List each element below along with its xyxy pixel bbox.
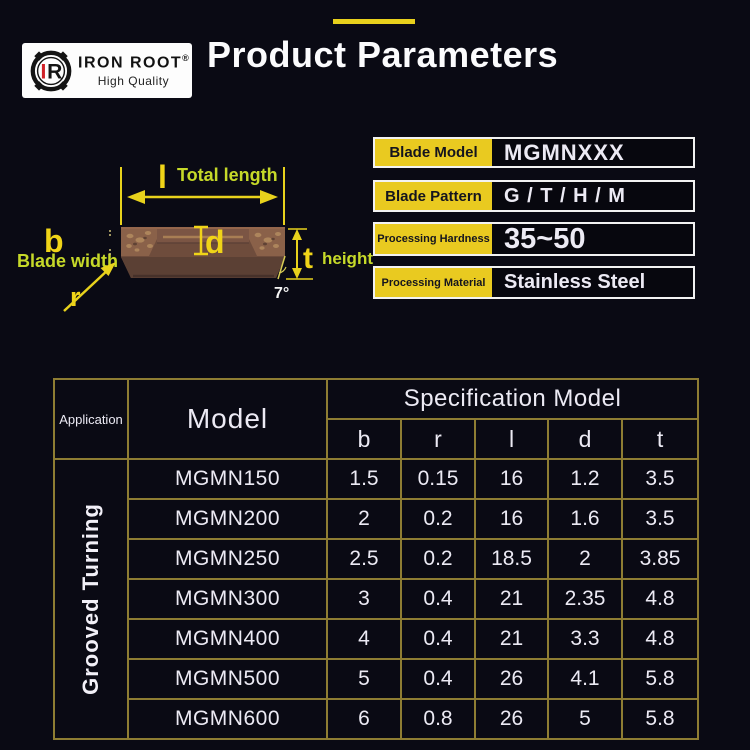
value-cell: 1.5 (326, 458, 402, 500)
spec-value: 35~50 (504, 222, 586, 255)
value-cell: 1.6 (547, 498, 623, 540)
logo-text: IRON ROOT® High Quality (78, 52, 189, 89)
value-cell: 0.4 (400, 578, 476, 620)
total-length-symbol: l (158, 159, 167, 195)
value-cell: 5.8 (620, 658, 700, 700)
table-row: MGMN600 6 0.8 26 5 5.8 (54, 698, 700, 740)
registered-mark: ® (182, 52, 189, 63)
value-cell: 1.2 (547, 458, 623, 500)
application-header: Application (53, 378, 129, 460)
application-value: Grooved Turning (78, 503, 103, 695)
brand-logo: I R IRON ROOT® High Quality (22, 43, 192, 98)
model-cell: MGMN400 (127, 618, 328, 660)
page-title: Product Parameters (207, 34, 559, 75)
blade-width-label: Blade width (17, 251, 118, 271)
model-cell: MGMN500 (127, 658, 328, 700)
value-cell: 5.8 (620, 698, 700, 740)
relief-angle-label: 7° (274, 285, 289, 302)
value-cell: 3.85 (620, 538, 700, 580)
height-symbol: t (303, 242, 313, 275)
value-cell: 3 (326, 578, 402, 620)
radius-arrow (63, 267, 111, 312)
spec-value: G / T / H / M (504, 184, 626, 207)
model-cell: MGMN200 (127, 498, 328, 540)
table-row: Grooved Turning MGMN150 1.5 0.15 16 1.2 … (53, 458, 700, 740)
value-cell: 26 (474, 658, 549, 700)
value-cell: 0.15 (400, 458, 476, 500)
value-cell: 2.35 (547, 578, 623, 620)
value-cell: 21 (474, 578, 549, 620)
value-cell: 4 (326, 618, 402, 660)
value-cell: 0.4 (400, 658, 476, 700)
spec-label: Blade Pattern (375, 182, 492, 210)
spec-value: Stainless Steel (504, 271, 646, 293)
insert-dimension-diagram: l Total length (17, 159, 373, 312)
model-header: Model (127, 378, 328, 460)
value-cell: 3.5 (620, 498, 700, 540)
value-cell: 3.5 (620, 458, 700, 500)
spec-row-processing-hardness: Processing Hardness 35~50 (373, 222, 695, 256)
table-row: MGMN250 2.5 0.2 18.5 2 3.85 (54, 538, 700, 580)
value-cell: 2.5 (326, 538, 402, 580)
model-cell: MGMN300 (127, 578, 328, 620)
table-row: MGMN300 3 0.4 21 2.35 4.8 (54, 578, 700, 620)
value-cell: 0.2 (400, 498, 476, 540)
spec-row-blade-model: Blade Model MGMNXXX (373, 137, 695, 168)
total-length-label: Total length (177, 165, 278, 185)
groove-depth-symbol: d (205, 224, 225, 260)
value-cell: 16 (474, 498, 549, 540)
model-cell: MGMN600 (127, 698, 328, 740)
value-cell: 21 (474, 618, 549, 660)
param-header-t: t (620, 418, 700, 460)
value-cell: 4.8 (620, 578, 700, 620)
value-cell: 3.3 (547, 618, 623, 660)
value-cell: 26 (474, 698, 549, 740)
application-cell: Grooved Turning (53, 458, 129, 740)
brand-name: IRON ROOT (78, 54, 183, 72)
table-row: MGMN400 4 0.4 21 3.3 4.8 (54, 618, 700, 660)
spec-label: Processing Material (375, 268, 492, 297)
iron-root-emblem-icon: I R (30, 50, 72, 91)
value-cell: 4.1 (547, 658, 623, 700)
value-cell: 5 (547, 698, 623, 740)
model-cell: MGMN150 (127, 458, 328, 500)
spec-value: MGMNXXX (504, 139, 625, 165)
spec-label: Blade Model (375, 139, 492, 166)
value-cell: 16 (474, 458, 549, 500)
value-cell: 2 (547, 538, 623, 580)
table-row: MGMN500 5 0.4 26 4.1 5.8 (54, 658, 700, 700)
brand-tagline: High Quality (97, 74, 170, 89)
value-cell: 0.4 (400, 618, 476, 660)
spec-row-processing-material: Processing Material Stainless Steel (373, 266, 695, 299)
blade-width-symbol: b (44, 223, 64, 259)
param-header-r: r (400, 418, 476, 460)
value-cell: 0.2 (400, 538, 476, 580)
blade-spec-list: Blade Model MGMNXXX Blade Pattern G / T … (373, 137, 697, 300)
monogram-i: I (40, 60, 46, 83)
param-header-l: l (474, 418, 549, 460)
model-cell: MGMN250 (127, 538, 328, 580)
spec-label: Processing Hardness (375, 224, 492, 254)
spec-row-blade-pattern: Blade Pattern G / T / H / M (373, 180, 695, 212)
param-header-b: b (326, 418, 402, 460)
table-row: MGMN200 2 0.2 16 1.6 3.5 (54, 498, 700, 540)
radius-symbol: r (70, 282, 81, 312)
height-label: height (322, 249, 373, 268)
specification-model-header: Specification Model (325, 378, 700, 420)
value-cell: 18.5 (474, 538, 549, 580)
monogram-r: R (47, 60, 62, 83)
specification-table: Application Model Specification Model b … (53, 378, 700, 740)
value-cell: 4.8 (620, 618, 700, 660)
title-accent-dash (333, 19, 415, 24)
value-cell: 6 (326, 698, 402, 740)
value-cell: 5 (326, 658, 402, 700)
value-cell: 2 (326, 498, 402, 540)
value-cell: 0.8 (400, 698, 476, 740)
param-header-d: d (547, 418, 623, 460)
